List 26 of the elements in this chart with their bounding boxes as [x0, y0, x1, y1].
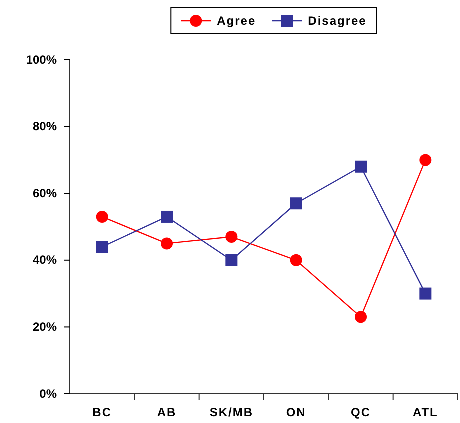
x-tick-label: ON	[286, 406, 306, 420]
point	[290, 198, 302, 210]
x-tick-label: BC	[92, 406, 112, 420]
legend-label: Agree	[217, 14, 256, 28]
y-tick-label: 0%	[40, 386, 58, 401]
point	[161, 238, 173, 250]
point	[96, 241, 108, 254]
x-tick-label: QC	[351, 406, 371, 420]
point	[420, 154, 432, 166]
point	[355, 311, 367, 324]
point	[355, 160, 367, 173]
y-tick-label: 60%	[32, 186, 58, 200]
point	[226, 254, 238, 266]
point	[290, 254, 302, 266]
y-tick-label: 20%	[32, 320, 58, 334]
x-tick-label: AB	[157, 406, 177, 420]
y-tick-label: 100%	[26, 52, 58, 67]
y-tick-label: 40%	[32, 253, 58, 268]
point	[96, 210, 108, 223]
point	[161, 210, 173, 223]
y-tick-label: 80%	[32, 120, 58, 134]
legend-label: Disagree	[308, 14, 367, 28]
x-tick-label: ATL	[412, 406, 438, 420]
point	[226, 231, 238, 244]
x-tick-label: SK/MB	[210, 406, 254, 420]
point	[420, 288, 432, 300]
